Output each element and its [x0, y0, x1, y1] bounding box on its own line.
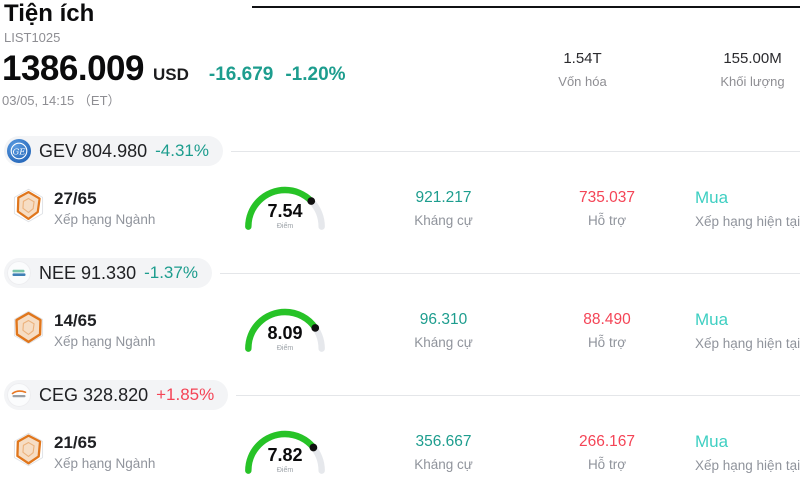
radar-rank-icon [10, 187, 47, 229]
list-code: LIST1025 [4, 30, 61, 46]
support-cell: 266.167 Hỗ trợ [552, 433, 662, 472]
constellation-logo-icon [7, 383, 31, 407]
volume-value: 155.00M [723, 50, 782, 67]
resistance-label: Kháng cự [414, 456, 473, 472]
rating-cell: Mua Xếp hạng hiện tại [662, 310, 800, 351]
gauge-unit: Điểm [276, 223, 294, 230]
rating-value: Mua [695, 187, 729, 207]
industry-rank: 14/65 [54, 311, 97, 330]
index-price: 1386.009 [2, 49, 144, 88]
stock-section-ceg: CEG 328.820 +1.85% 21/65 Xếp hạng Ngành [0, 380, 800, 488]
support-value: 266.167 [578, 432, 636, 450]
gauge-score: 7.82 [267, 445, 303, 465]
rating-label: Xếp hạng hiện tại [695, 457, 800, 473]
resistance-value: 356.667 [415, 432, 472, 450]
support-value: 88.490 [583, 310, 631, 328]
gauge-unit: Điểm [276, 345, 294, 352]
industry-rank-label: Xếp hạng Ngành [54, 456, 156, 471]
radar-rank-icon [10, 431, 47, 473]
support-cell: 88.490 Hỗ trợ [552, 311, 662, 350]
resistance-value: 921.217 [415, 188, 472, 206]
volume-label: Khối lượng [720, 74, 785, 89]
rating-cell: Mua Xếp hạng hiện tại [662, 188, 800, 229]
industry-rank-label: Xếp hạng Ngành [54, 212, 156, 227]
currency-label: USD [152, 65, 189, 84]
industry-rank: 27/65 [54, 189, 97, 208]
ticker-change: -4.31% [155, 141, 209, 160]
industry-rank-label: Xếp hạng Ngành [54, 334, 156, 349]
index-change-value: -16.679 [208, 64, 274, 85]
section-divider [236, 394, 800, 396]
ticker-symbol: CEG 328.820 [39, 384, 149, 405]
market-cap-stat: 1.54T Vốn hóa [535, 50, 630, 89]
score-gauge: 8.09 Điểm [239, 301, 331, 359]
index-change: -16.679 -1.20% [209, 64, 346, 86]
svg-text:GE: GE [13, 147, 27, 157]
ticker-symbol: GEV 804.980 [39, 140, 148, 161]
support-value: 735.037 [578, 188, 636, 206]
quote-timestamp: 03/05, 14:15 （ET） [2, 93, 121, 108]
ge-logo-icon: GE [7, 139, 31, 163]
resistance-label: Kháng cự [414, 212, 473, 228]
score-gauge: 7.54 Điểm [239, 179, 331, 237]
volume-stat: 155.00M Khối lượng [705, 50, 800, 89]
market-cap-label: Vốn hóa [558, 74, 607, 89]
radar-rank-icon [10, 309, 47, 351]
rating-label: Xếp hạng hiện tại [695, 335, 800, 351]
ticker-symbol: NEE 91.330 [39, 262, 137, 283]
support-label: Hỗ trợ [587, 212, 627, 228]
section-divider [230, 150, 800, 152]
ticker-change: +1.85% [156, 385, 215, 404]
stock-section-nee: NEE 91.330 -1.37% 14/65 Xếp hạng Ngành [0, 258, 800, 380]
sector-header: Tiện ích LIST1025 1386.009 USD -16.679 -… [0, 0, 800, 136]
resistance-value: 96.310 [419, 310, 468, 328]
header-stats: 1.54T Vốn hóa 155.00M Khối lượng [460, 50, 800, 89]
section-divider [219, 272, 800, 274]
page-title: Tiện ích [4, 0, 95, 27]
resistance-cell: 921.217 Kháng cự [335, 189, 552, 228]
rating-value: Mua [695, 309, 729, 329]
rating-cell: Mua Xếp hạng hiện tại [662, 432, 800, 473]
stock-section-gev: GE GEV 804.980 -4.31% [0, 136, 800, 258]
ticker-pill-gev[interactable]: GE GEV 804.980 -4.31% [4, 136, 223, 166]
rating-label: Xếp hạng hiện tại [695, 213, 800, 229]
gauge-unit: Điểm [276, 467, 294, 474]
support-cell: 735.037 Hỗ trợ [552, 189, 662, 228]
support-label: Hỗ trợ [587, 334, 627, 350]
industry-rank: 21/65 [54, 433, 97, 452]
top-divider [252, 6, 800, 8]
ticker-change: -1.37% [144, 263, 198, 282]
support-label: Hỗ trợ [587, 456, 627, 472]
gauge-score: 8.09 [267, 323, 303, 343]
rating-value: Mua [695, 431, 729, 451]
gauge-score: 7.54 [267, 201, 303, 221]
resistance-cell: 96.310 Kháng cự [335, 311, 552, 350]
index-change-percent: -1.20% [285, 64, 346, 85]
nextera-logo-icon [7, 261, 31, 285]
market-cap-value: 1.54T [563, 50, 602, 67]
resistance-cell: 356.667 Kháng cự [335, 433, 552, 472]
resistance-label: Kháng cự [414, 334, 473, 350]
ticker-pill-nee[interactable]: NEE 91.330 -1.37% [4, 258, 212, 288]
ticker-pill-ceg[interactable]: CEG 328.820 +1.85% [4, 380, 229, 410]
score-gauge: 7.82 Điểm [239, 423, 331, 481]
